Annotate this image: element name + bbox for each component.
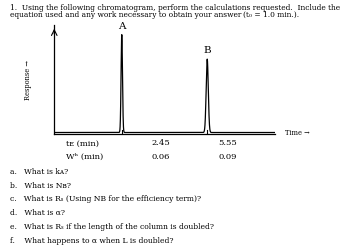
Text: Response →: Response → <box>24 60 32 100</box>
Text: A: A <box>118 22 126 31</box>
Text: 1.  Using the following chromatogram, perform the calculations requested.  Inclu: 1. Using the following chromatogram, per… <box>10 4 341 12</box>
Text: tᴇ (min): tᴇ (min) <box>66 139 99 147</box>
Text: e.   What is Rₛ if the length of the column is doubled?: e. What is Rₛ if the length of the colum… <box>10 223 215 231</box>
Text: Wʰ (min): Wʰ (min) <box>66 153 104 161</box>
Text: equation used and any work necessary to obtain your answer: equation used and any work necessary to … <box>10 11 242 19</box>
Text: a.   What is kᴀ?: a. What is kᴀ? <box>10 168 69 176</box>
Text: c.   What is Rₛ (Using NB for the efficiency term)?: c. What is Rₛ (Using NB for the efficien… <box>10 195 202 203</box>
Text: f.    What happens to α when L is doubled?: f. What happens to α when L is doubled? <box>10 237 174 245</box>
Text: 0.09: 0.09 <box>218 153 237 161</box>
Text: B: B <box>203 46 211 55</box>
Text: 2.45: 2.45 <box>152 139 170 147</box>
Text: d.   What is α?: d. What is α? <box>10 209 65 217</box>
Text: b.   What is Nʙ?: b. What is Nʙ? <box>10 182 71 190</box>
Text: 0.06: 0.06 <box>152 153 170 161</box>
Text: Time →: Time → <box>285 128 310 136</box>
Text: 5.55: 5.55 <box>218 139 237 147</box>
Text: (t₀ = 1.0 min.).: (t₀ = 1.0 min.). <box>243 11 299 19</box>
